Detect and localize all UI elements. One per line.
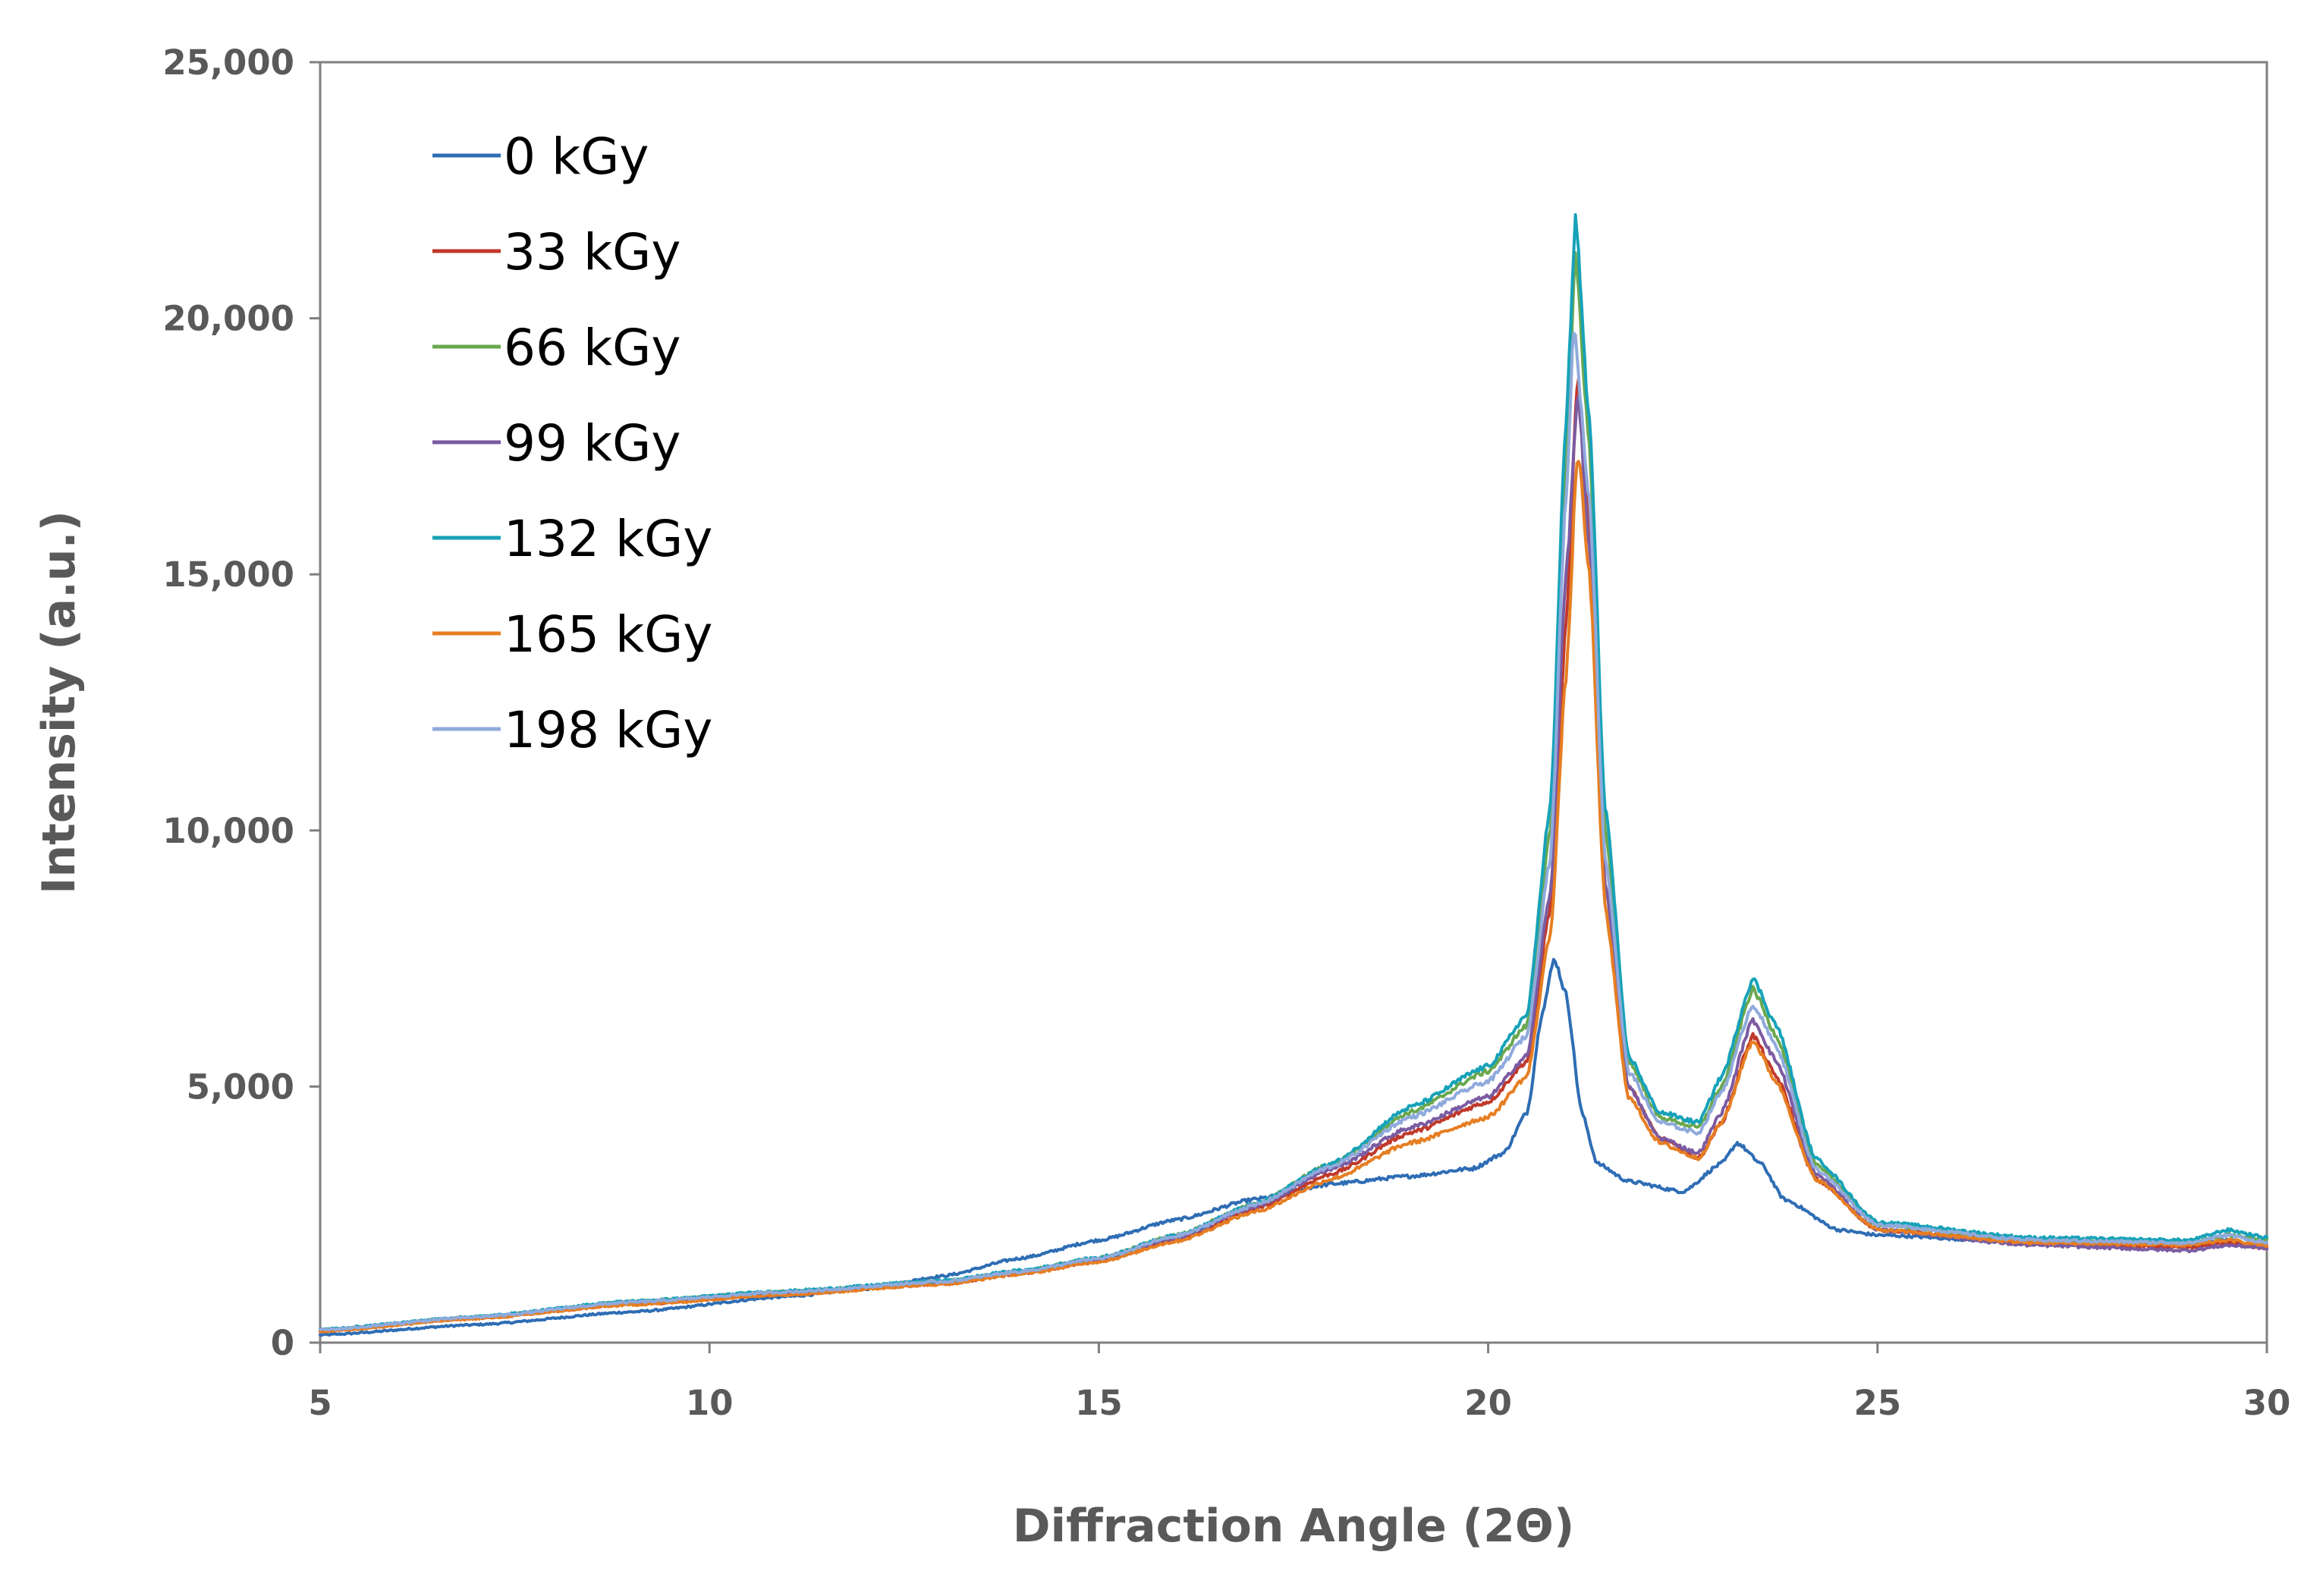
y-tick-label: 10,000: [162, 811, 294, 851]
x-axis-title: Diffraction Angle (2Θ): [1013, 1500, 1575, 1553]
y-tick-label: 20,000: [162, 299, 294, 339]
x-tick-label: 20: [1464, 1383, 1512, 1423]
legend-label: 132 kGy: [504, 510, 712, 568]
legend-label: 99 kGy: [504, 414, 681, 473]
legend-label: 165 kGy: [504, 605, 712, 664]
x-tick-label: 25: [1853, 1383, 1901, 1423]
legend-label: 0 kGy: [504, 127, 649, 186]
series-lines: [319, 213, 2268, 1337]
y-tick-label: 5,000: [187, 1067, 294, 1107]
x-axis: 5 10 15 20 25 30: [308, 1343, 2290, 1423]
legend-label: 33 kGy: [504, 223, 681, 281]
legend: 0 kGy 33 kGy 66 kGy 99 kGy 132 kGy 165 kGy 198…: [432, 127, 712, 759]
series-line: [319, 331, 2268, 1332]
series-line: [319, 460, 2268, 1334]
y-tick-label: 25,000: [162, 42, 294, 83]
legend-label: 198 kGy: [504, 701, 712, 759]
y-axis: 0 5,000 10,000 15,000 20,000 25,000: [162, 42, 320, 1363]
x-tick-label: 15: [1075, 1383, 1123, 1423]
y-tick-label: 15,000: [162, 555, 294, 595]
plot-area-frame: [319, 61, 2268, 1344]
x-tick-label: 10: [686, 1383, 734, 1423]
x-tick-label: 30: [2243, 1383, 2291, 1423]
x-tick-label: 5: [308, 1383, 332, 1423]
y-axis-title: Intensity (a.u.): [33, 511, 86, 894]
legend-label: 66 kGy: [504, 319, 681, 377]
y-tick-label: 0: [271, 1323, 294, 1363]
